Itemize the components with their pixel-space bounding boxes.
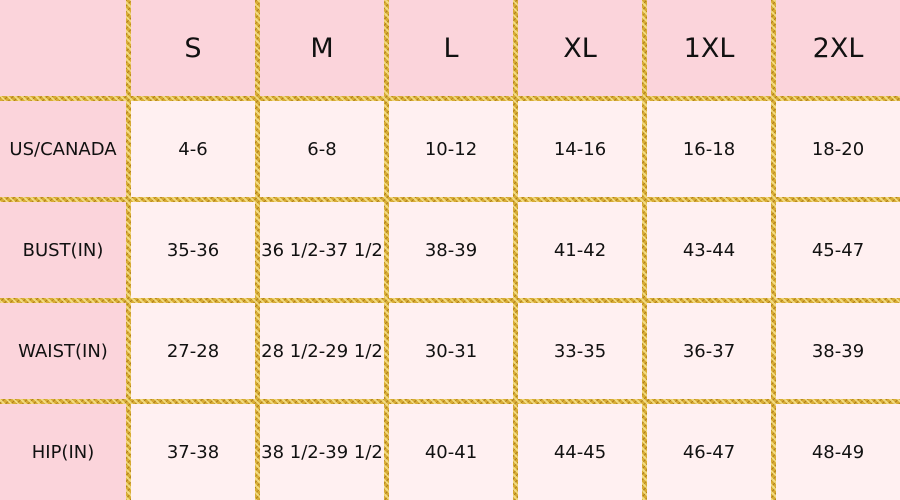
size-header: L bbox=[389, 0, 513, 96]
size-value: 6-8 bbox=[260, 101, 384, 197]
size-header: M bbox=[260, 0, 384, 96]
row-label: BUST(IN) bbox=[0, 202, 126, 298]
size-value: 36-37 bbox=[647, 303, 771, 399]
row-label: US/CANADA bbox=[0, 101, 126, 197]
size-value: 18-20 bbox=[776, 101, 900, 197]
size-value: 40-41 bbox=[389, 404, 513, 500]
size-header: S bbox=[131, 0, 255, 96]
size-value: 4-6 bbox=[131, 101, 255, 197]
size-value: 33-35 bbox=[518, 303, 642, 399]
size-value: 44-45 bbox=[518, 404, 642, 500]
size-value: 38-39 bbox=[776, 303, 900, 399]
size-value: 14-16 bbox=[518, 101, 642, 197]
size-header: 1XL bbox=[647, 0, 771, 96]
size-value: 43-44 bbox=[647, 202, 771, 298]
size-value: 48-49 bbox=[776, 404, 900, 500]
size-value: 28 1/2-29 1/2 bbox=[260, 303, 384, 399]
corner-cell bbox=[0, 0, 126, 96]
size-value: 10-12 bbox=[389, 101, 513, 197]
size-value: 37-38 bbox=[131, 404, 255, 500]
size-value: 38-39 bbox=[389, 202, 513, 298]
size-value: 45-47 bbox=[776, 202, 900, 298]
size-header: 2XL bbox=[776, 0, 900, 96]
size-value: 35-36 bbox=[131, 202, 255, 298]
size-value: 36 1/2-37 1/2 bbox=[260, 202, 384, 298]
size-value: 46-47 bbox=[647, 404, 771, 500]
size-value: 41-42 bbox=[518, 202, 642, 298]
row-label: HIP(IN) bbox=[0, 404, 126, 500]
row-label: WAIST(IN) bbox=[0, 303, 126, 399]
size-value: 38 1/2-39 1/2 bbox=[260, 404, 384, 500]
size-header: XL bbox=[518, 0, 642, 96]
size-value: 30-31 bbox=[389, 303, 513, 399]
size-value: 27-28 bbox=[131, 303, 255, 399]
size-value: 16-18 bbox=[647, 101, 771, 197]
